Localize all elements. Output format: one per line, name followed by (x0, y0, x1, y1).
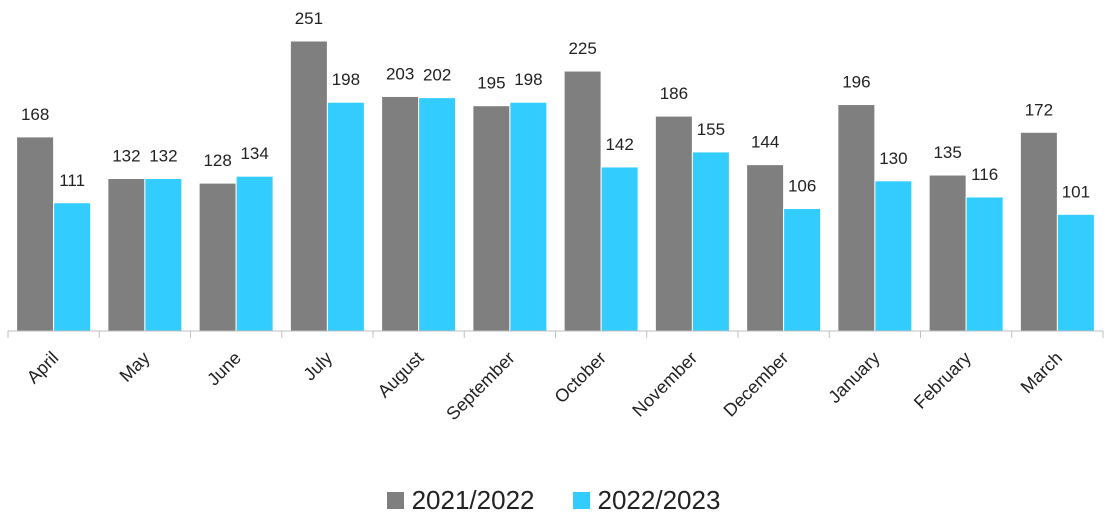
bar-series-1-february (928, 174, 967, 332)
bar-series-1-september (472, 105, 511, 332)
category-label-may: May (116, 348, 154, 386)
value-label-series-1-september: 195 (477, 74, 505, 93)
value-label-series-1-march: 172 (1025, 100, 1053, 119)
bar-series-2-june (235, 175, 274, 332)
category-label-july: July (299, 348, 336, 385)
value-label-series-1-may: 132 (112, 146, 140, 165)
value-label-series-2-november: 155 (697, 120, 725, 139)
bar-series-1-november (654, 115, 693, 332)
category-label-april: April (23, 348, 63, 388)
bar-series-2-october (600, 166, 639, 332)
legend-item-series-1: 2021/2022 (386, 484, 535, 516)
category-label-september: September (442, 348, 518, 424)
value-label-series-2-january: 130 (879, 149, 907, 168)
value-label-series-2-october: 142 (605, 135, 633, 154)
bar-series-1-august (381, 95, 420, 332)
bar-series-2-july (326, 101, 365, 332)
bar-series-2-september (509, 101, 548, 332)
bar-series-2-february (965, 196, 1004, 332)
value-label-series-2-july: 198 (332, 70, 360, 89)
category-label-february: February (910, 348, 975, 413)
legend-swatch-series-2 (572, 491, 590, 509)
value-label-series-2-august: 202 (423, 66, 451, 85)
category-label-january: January (824, 348, 883, 407)
value-label-series-2-december: 106 (788, 177, 816, 196)
bar-series-1-june (198, 182, 237, 332)
value-label-series-2-june: 134 (240, 144, 268, 163)
bar-series-2-december (783, 208, 822, 332)
value-label-series-2-may: 132 (149, 146, 177, 165)
category-label-november: November (628, 348, 701, 421)
bar-series-2-august (418, 97, 457, 332)
value-label-series-1-june: 128 (203, 151, 231, 170)
value-label-series-2-april: 111 (59, 171, 85, 190)
value-label-series-1-april: 168 (21, 105, 49, 124)
bar-series-2-november (691, 151, 730, 332)
value-labels-group: 168 111 132 132 128 134 251 198 203 202 195 198 225 1… (21, 9, 1090, 201)
value-label-series-1-july: 251 (295, 9, 323, 28)
bar-series-1-may (107, 177, 146, 332)
bar-series-1-march (1019, 131, 1058, 332)
category-label-october: October (551, 348, 610, 407)
legend: 2021/2022 2022/2023 (0, 482, 1107, 518)
bar-series-2-january (874, 180, 913, 332)
value-label-series-1-november: 186 (660, 84, 688, 103)
category-label-august: August (374, 348, 428, 402)
bar-series-2-april (53, 202, 92, 332)
bar-series-1-october (563, 70, 602, 332)
value-label-series-1-august: 203 (386, 64, 414, 83)
bar-series-2-march (1056, 213, 1095, 332)
bar-series-1-january (837, 104, 876, 332)
category-label-december: December (720, 348, 793, 421)
x-axis (7, 330, 1104, 338)
value-label-series-1-october: 225 (568, 39, 596, 58)
category-label-march: March (1017, 348, 1067, 398)
bar-series-1-april (16, 136, 55, 332)
value-label-series-2-march: 101 (1062, 182, 1090, 201)
value-label-series-2-september: 198 (514, 70, 542, 89)
legend-swatch-series-1 (386, 491, 404, 509)
value-label-series-1-january: 196 (842, 73, 870, 92)
bar-series-1-december (746, 164, 785, 332)
legend-item-series-2: 2022/2023 (572, 484, 721, 516)
category-labels-group: April May June July August September October No… (23, 348, 1066, 424)
value-label-series-1-december: 144 (751, 133, 779, 152)
legend-label-series-1: 2021/2022 (411, 484, 535, 515)
category-label-june: June (203, 348, 245, 390)
bar-series-2-may (144, 177, 183, 332)
value-label-series-1-february: 135 (933, 143, 961, 162)
legend-label-series-2: 2022/2023 (597, 484, 721, 515)
value-label-series-2-february: 116 (971, 165, 998, 184)
bars-group (16, 40, 1095, 332)
bar-series-1-july (289, 40, 328, 332)
bar-chart: 168 111 132 132 128 134 251 198 203 202 195 198 225 1… (7, 9, 1104, 424)
